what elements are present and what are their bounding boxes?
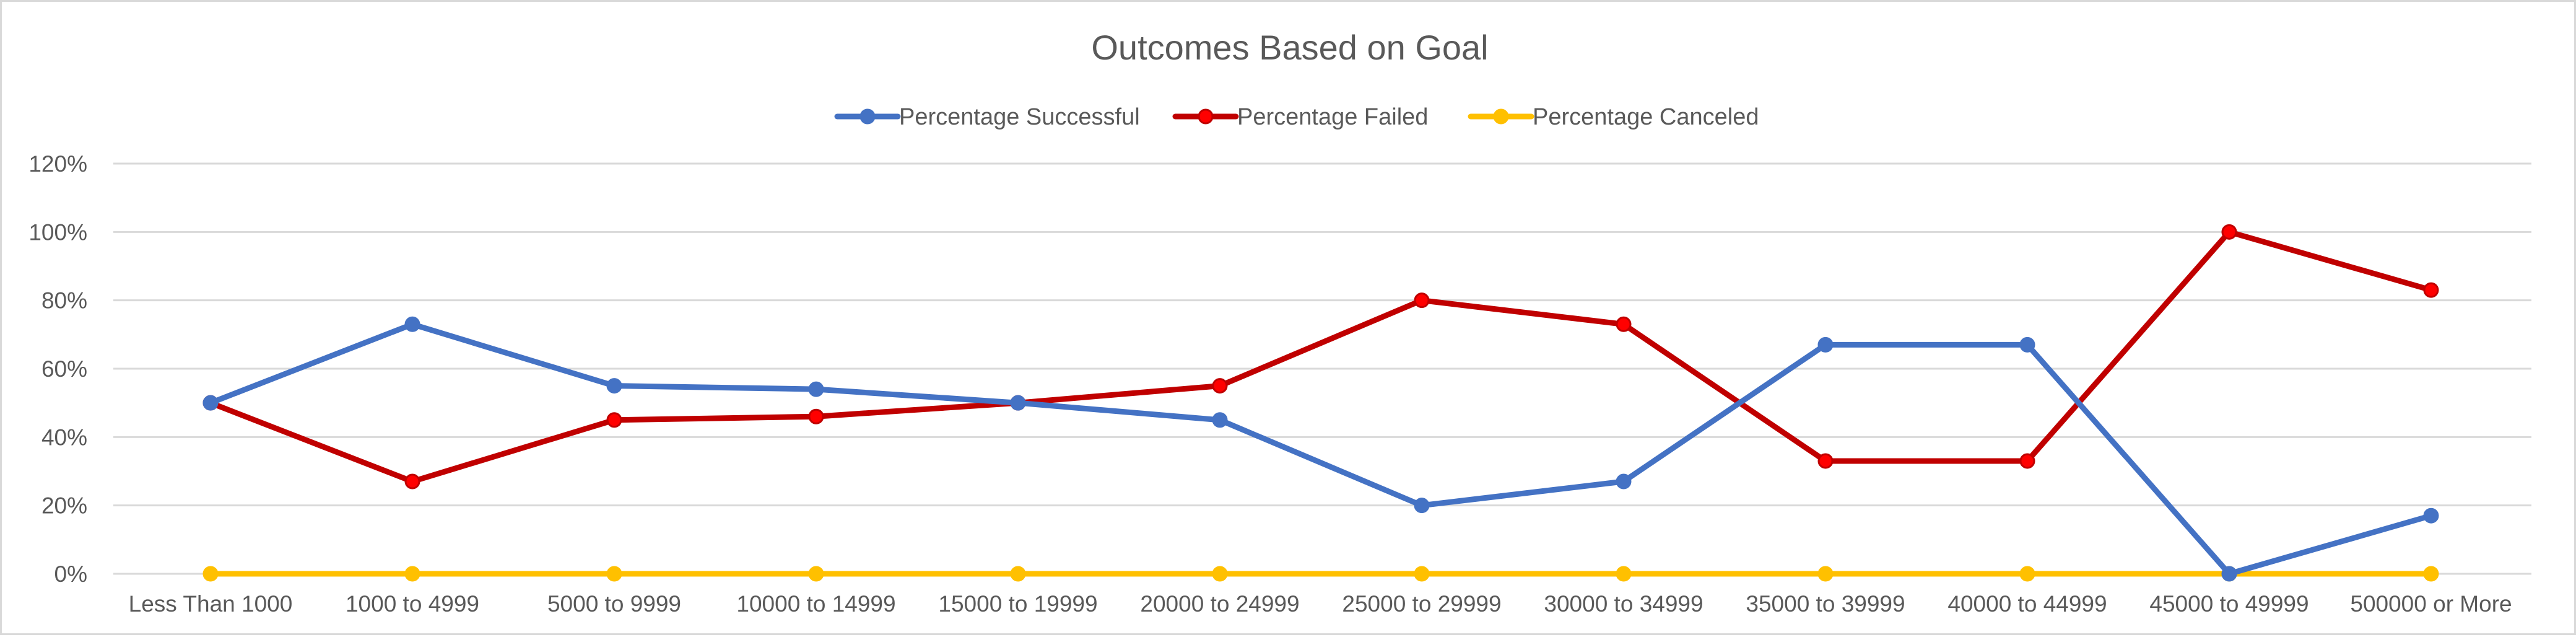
legend-marker <box>1493 108 1509 125</box>
data-point <box>2019 453 2035 469</box>
x-tick-label: 5000 to 9999 <box>547 591 681 617</box>
legend-item: Percentage Successful <box>834 104 1140 130</box>
data-point <box>2221 224 2237 240</box>
x-tick-label: 10000 to 14999 <box>736 591 895 617</box>
data-point <box>1212 566 1228 582</box>
data-point <box>2019 336 2035 353</box>
data-point <box>606 566 622 582</box>
data-point <box>2221 566 2237 582</box>
data-point <box>808 381 824 397</box>
legend-label: Percentage Failed <box>1237 104 1428 130</box>
data-point <box>404 316 420 332</box>
data-point <box>1817 566 1834 582</box>
x-tick-label: 15000 to 19999 <box>938 591 1097 617</box>
data-point <box>1616 473 1632 490</box>
x-tick-label: 1000 to 4999 <box>346 591 479 617</box>
y-tick-label: 0% <box>54 561 87 587</box>
data-point <box>202 566 219 582</box>
x-tick-label: Less Than 1000 <box>129 591 293 617</box>
data-point <box>202 395 219 411</box>
x-tick-label: 500000 or More <box>2350 591 2512 617</box>
data-point <box>1212 412 1228 428</box>
x-tick-label: 40000 to 44999 <box>1947 591 2107 617</box>
data-point <box>1010 395 1026 411</box>
data-point <box>404 566 420 582</box>
legend-item: Percentage Failed <box>1172 104 1428 130</box>
data-point <box>808 408 824 424</box>
legend-label: Percentage Successful <box>899 104 1140 130</box>
series-layer <box>202 224 2439 582</box>
legend: Percentage Successful Percentage Failed Pe… <box>834 104 1759 130</box>
y-tick-label: 100% <box>28 219 87 245</box>
data-point <box>1010 566 1026 582</box>
x-tick-label: 45000 to 49999 <box>2149 591 2308 617</box>
data-point <box>404 473 420 490</box>
series-line <box>207 321 2434 577</box>
data-point <box>1616 566 1632 582</box>
chart-title: Outcomes Based on Goal <box>1091 28 1488 67</box>
data-point <box>606 412 622 428</box>
data-point <box>1414 498 1430 514</box>
legend-marker <box>859 108 876 125</box>
data-point <box>1414 566 1430 582</box>
data-point <box>1616 316 1632 332</box>
gridlines <box>113 162 2531 575</box>
data-point <box>2423 507 2439 524</box>
legend-marker <box>1198 108 1214 125</box>
series-line <box>207 229 2434 485</box>
series-percentage-successful <box>202 316 2439 582</box>
data-point <box>2423 566 2439 582</box>
y-tick-label: 120% <box>28 151 87 177</box>
data-point <box>1817 453 1834 469</box>
y-tick-label: 60% <box>41 356 87 382</box>
y-tick-label: 40% <box>41 424 87 450</box>
data-point <box>1212 378 1228 394</box>
y-tick-label: 80% <box>41 288 87 314</box>
data-point <box>606 378 622 394</box>
y-tick-label: 20% <box>41 493 87 519</box>
data-point <box>1817 336 1834 353</box>
legend-item: Percentage Canceled <box>1468 104 1759 130</box>
x-tick-label: 30000 to 34999 <box>1544 591 1703 617</box>
data-point <box>2019 566 2035 582</box>
y-axis: 0% 20% 40% 60% 80% 100% 120% <box>28 151 87 587</box>
data-point <box>1414 292 1430 309</box>
x-tick-label: 20000 to 24999 <box>1140 591 1299 617</box>
series-percentage-failed <box>202 224 2439 490</box>
legend-label: Percentage Canceled <box>1533 104 1759 130</box>
data-point <box>808 566 824 582</box>
data-point <box>2423 282 2439 298</box>
x-tick-label: 35000 to 39999 <box>1746 591 1905 617</box>
series-percentage-canceled <box>202 566 2439 582</box>
x-axis: Less Than 1000 1000 to 4999 5000 to 9999 10… <box>129 591 2512 617</box>
x-tick-label: 25000 to 29999 <box>1342 591 1501 617</box>
